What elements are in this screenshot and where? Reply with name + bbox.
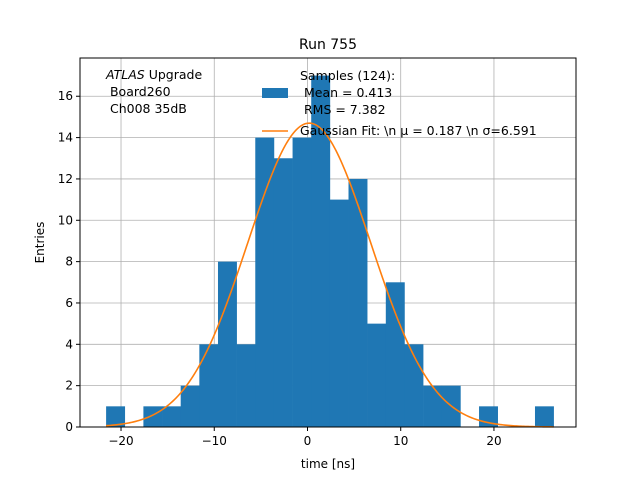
- annotation-upgrade: Upgrade: [145, 67, 203, 82]
- y-tick-label: 0: [65, 420, 73, 434]
- y-tick-label: 6: [65, 296, 73, 310]
- legend-fit-label: Gaussian Fit: \n μ = 0.187 \n σ=6.591: [300, 123, 537, 138]
- annotation-atlas-italic: ATLAS: [105, 67, 145, 82]
- x-axis-label: time [ns]: [301, 457, 355, 471]
- histogram-bar: [255, 137, 275, 427]
- histogram-bar: [534, 406, 554, 427]
- annotation-board: Board260: [106, 84, 171, 99]
- plot-frame: [79, 57, 577, 428]
- y-tick-label: 16: [58, 89, 73, 103]
- legend-samples-mean: Mean = 0.413: [300, 85, 392, 100]
- x-tick-label: −10: [202, 434, 227, 448]
- legend-samples-swatch: [262, 88, 288, 98]
- histogram-bar: [199, 344, 219, 427]
- x-tick-label: 20: [486, 434, 501, 448]
- histogram-bar: [106, 406, 126, 427]
- histogram-bar: [311, 75, 331, 428]
- y-tick-label: 8: [65, 255, 73, 269]
- legend: Samples (124): Mean = 0.413 RMS = 7.382 …: [262, 68, 537, 138]
- histogram-bar: [367, 323, 387, 427]
- x-tick-label: 0: [304, 434, 312, 448]
- histogram-bar: [273, 158, 293, 427]
- legend-samples-title: Samples (124):: [300, 68, 395, 83]
- histogram-bars: [106, 75, 554, 428]
- histogram-bar: [329, 199, 349, 427]
- y-tick-label: 12: [58, 172, 73, 186]
- y-axis-ticks: 0 2 4 6 8 10 12 14 16: [58, 89, 80, 434]
- atlas-annotation: ATLAS Upgrade Board260 Ch008 35dB: [105, 67, 202, 116]
- y-axis-label: Entries: [33, 222, 47, 264]
- svg-text:ATLAS Upgrade: ATLAS Upgrade: [105, 67, 202, 82]
- histogram-bar: [423, 385, 443, 427]
- y-tick-label: 14: [58, 131, 73, 145]
- histogram-bar: [292, 137, 312, 427]
- histogram-bar: [180, 385, 200, 427]
- histogram-bar: [385, 282, 405, 427]
- gaussian-fit-curve: [106, 122, 554, 428]
- x-axis-ticks: −20 −10 0 10 20: [108, 427, 502, 448]
- histogram-bar: [236, 344, 256, 427]
- legend-samples-rms: RMS = 7.382: [300, 102, 386, 117]
- y-tick-label: 10: [58, 213, 73, 227]
- histogram-bar: [143, 406, 163, 427]
- histogram-bar: [217, 261, 237, 427]
- x-tick-label: −20: [108, 434, 133, 448]
- histogram-bar: [162, 406, 181, 427]
- y-tick-label: 2: [65, 379, 73, 393]
- histogram-bar: [348, 178, 368, 427]
- x-tick-label: 10: [393, 434, 408, 448]
- y-tick-label: 4: [65, 337, 73, 351]
- chart-title: Run 755: [299, 37, 357, 53]
- annotation-channel: Ch008 35dB: [106, 101, 187, 116]
